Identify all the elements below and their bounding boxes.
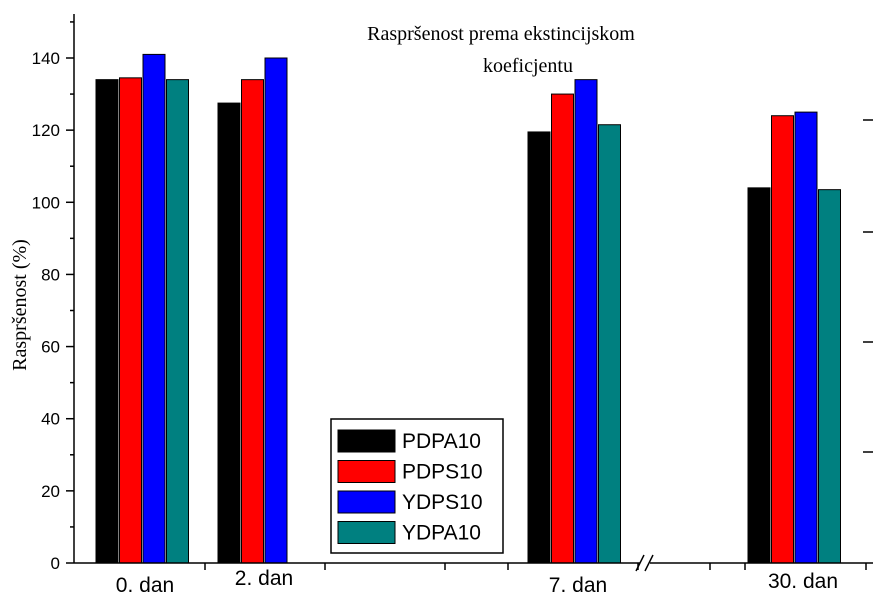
legend-label-pdps10: PDPS10	[402, 461, 483, 484]
axes-layer: 0 20 40 60 80 100 120 140 0. dan 2. dan 7. dan 30. …	[32, 14, 873, 597]
bar-ydpa10-0	[166, 79, 189, 564]
bar-ydps10-3	[794, 111, 818, 564]
bar-pdpa10-0	[95, 79, 119, 564]
bar-pdpa10-1	[217, 102, 241, 564]
legend-label-ydpa10: YDPA10	[402, 522, 481, 545]
axis-break-mark-2	[644, 554, 654, 572]
legend-swatch-ydpa10	[337, 521, 396, 544]
y-tick-label-100: 100	[32, 193, 60, 212]
legend: PDPA10 PDPS10 YDPS10 YDPA10	[330, 418, 504, 554]
bar-pdps10-2	[551, 93, 574, 564]
y-tick-label-80: 80	[41, 265, 60, 284]
bars-layer	[95, 53, 841, 564]
bar-pdps10-0	[119, 77, 142, 564]
y-tick-label-140: 140	[32, 49, 60, 68]
bar-ydps10-2	[574, 79, 598, 564]
x-category-label-0: 0. dan	[116, 574, 174, 597]
bar-ydpa10-3	[818, 189, 841, 564]
bar-ydps10-0	[142, 53, 166, 564]
y-tick-label-20: 20	[41, 482, 60, 501]
x-category-label-2: 7. dan	[549, 574, 607, 597]
bar-ydpa10-2	[598, 124, 621, 564]
y-tick-label-0: 0	[51, 554, 60, 573]
bar-pdps10-3	[771, 115, 794, 564]
y-tick-label-120: 120	[32, 121, 60, 140]
y-tick-label-40: 40	[41, 410, 60, 429]
chart-title-line2: koeficjentu	[483, 55, 573, 77]
legend-swatch-ydps10	[337, 490, 396, 514]
bar-ydps10-1	[264, 57, 288, 564]
x-category-label-1: 2. dan	[235, 567, 293, 590]
bar-pdpa10-3	[747, 187, 771, 564]
legend-label-ydps10: YDPS10	[402, 491, 483, 514]
legend-label-pdpa10: PDPA10	[402, 430, 481, 453]
legend-swatch-pdps10	[337, 460, 396, 483]
bar-pdps10-1	[241, 79, 264, 564]
chart-title-line1: Raspršenost prema ekstincijskom	[367, 23, 635, 45]
x-category-label-3: 30. dan	[768, 570, 838, 593]
y-axis-title: Raspršenost (%)	[9, 239, 31, 371]
bar-pdpa10-2	[527, 131, 551, 564]
y-tick-label-60: 60	[41, 338, 60, 357]
legend-swatch-pdpa10	[337, 429, 396, 453]
